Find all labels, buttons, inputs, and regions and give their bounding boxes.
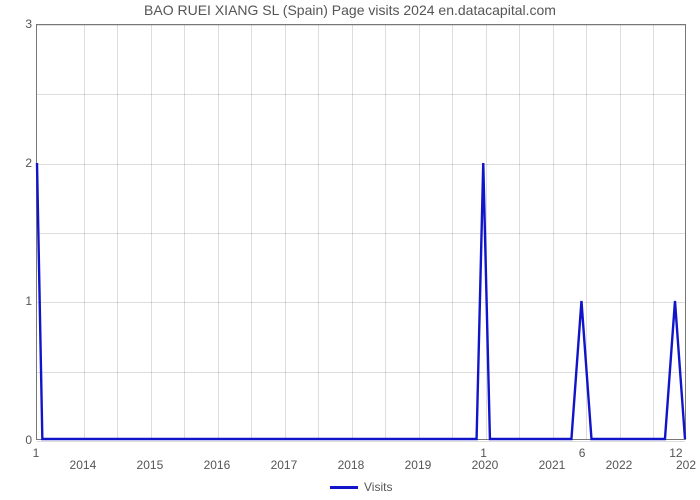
ytick-label: 3 bbox=[18, 17, 32, 31]
xtick-label: 2016 bbox=[204, 458, 231, 472]
xtick-label: 2014 bbox=[70, 458, 97, 472]
ytick-label: 2 bbox=[18, 156, 32, 170]
legend-swatch bbox=[330, 486, 358, 489]
gridline-h bbox=[37, 441, 685, 442]
ytick-label: 0 bbox=[18, 433, 32, 447]
data-point-label: 1 bbox=[33, 446, 40, 460]
plot-area bbox=[36, 24, 686, 440]
series-line bbox=[37, 25, 685, 439]
chart-title: BAO RUEI XIANG SL (Spain) Page visits 20… bbox=[0, 2, 700, 18]
ytick-label: 1 bbox=[18, 294, 32, 308]
xtick-label: 2017 bbox=[271, 458, 298, 472]
xtick-label: 2018 bbox=[338, 458, 365, 472]
data-point-label: 6 bbox=[579, 446, 586, 460]
data-point-label: 12 bbox=[669, 446, 682, 460]
xtick-label: 2020 bbox=[472, 458, 499, 472]
xtick-label: 2019 bbox=[405, 458, 432, 472]
xtick-label-edge: 202 bbox=[676, 458, 696, 472]
xtick-label: 2015 bbox=[137, 458, 164, 472]
legend: Visits bbox=[330, 480, 392, 494]
xtick-label: 2022 bbox=[606, 458, 633, 472]
data-point-label: 1 bbox=[480, 446, 487, 460]
xtick-label: 2021 bbox=[539, 458, 566, 472]
legend-label: Visits bbox=[364, 480, 392, 494]
